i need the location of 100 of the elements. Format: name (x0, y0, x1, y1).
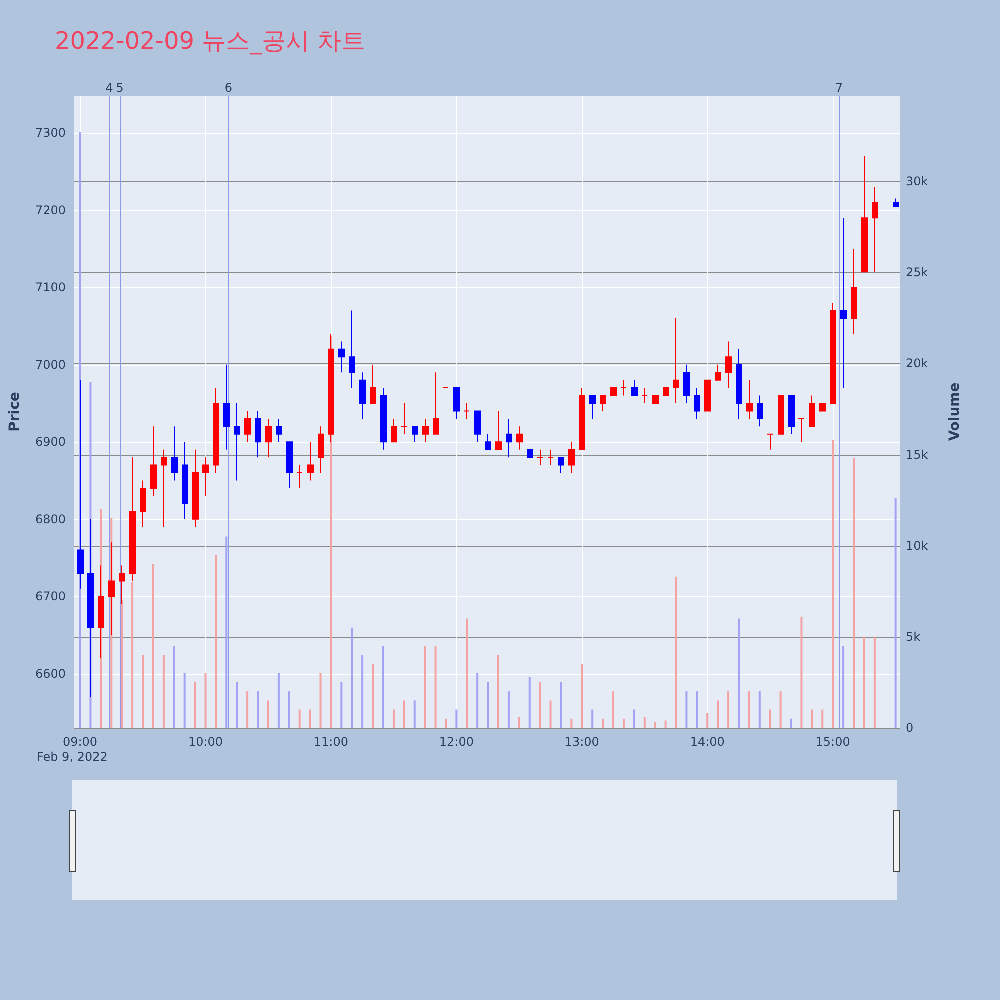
bar (288, 692, 290, 728)
bar (769, 710, 772, 728)
bar (246, 692, 249, 728)
y2-tick-label: 30k (906, 174, 928, 189)
candlestick (485, 434, 491, 450)
y2-tick-label: 10k (906, 538, 928, 553)
candlestick (318, 426, 324, 474)
bar (476, 673, 479, 728)
candlestick (412, 426, 418, 443)
bar (508, 692, 510, 728)
candlestick (401, 403, 408, 435)
candlestick (872, 186, 878, 273)
y-tick-label: 7100 (35, 280, 66, 295)
bar (132, 582, 134, 728)
x-tick-label: 12:00 (439, 735, 474, 749)
candlestick (631, 380, 638, 396)
bar (152, 564, 154, 728)
candlestick (213, 388, 219, 474)
candlestick (579, 388, 585, 450)
bar (633, 710, 636, 728)
candlestick (610, 388, 617, 396)
y-tick-label: 6600 (35, 666, 66, 681)
bar (267, 700, 270, 728)
candlestick (286, 442, 293, 489)
candlestick (171, 426, 178, 482)
candlestick (893, 198, 899, 207)
candlestick (338, 341, 345, 374)
candlestick (683, 364, 690, 404)
candlestick (757, 395, 763, 428)
candlestick (673, 318, 679, 404)
bar (780, 692, 782, 728)
y-tick-label: 7000 (35, 358, 66, 372)
bar (173, 646, 176, 728)
candlestick (589, 395, 596, 420)
bar (362, 655, 364, 728)
bar (758, 692, 761, 728)
candlestick (746, 380, 753, 420)
y-tick-label: 7200 (35, 203, 66, 218)
x-tick-label: 09:00 (62, 735, 98, 749)
bar (309, 710, 312, 728)
bar (706, 713, 709, 728)
candlestick (129, 457, 136, 582)
candlestick (255, 410, 261, 458)
y-axis-title: Price (7, 392, 23, 432)
bar (351, 628, 354, 728)
bar (800, 616, 803, 728)
y-tick-label: 7300 (35, 126, 66, 140)
bar (162, 655, 165, 728)
bar (539, 682, 542, 728)
x-tick-label: 13:00 (564, 735, 600, 749)
chart-title: 2022-02-09 뉴스_공시 차트 (55, 27, 366, 55)
bar (738, 618, 740, 728)
bar (204, 673, 207, 728)
bar (728, 692, 730, 728)
bar (414, 700, 416, 728)
bar (696, 692, 698, 728)
bar (215, 554, 218, 728)
candlestick (851, 248, 857, 334)
bar (298, 710, 301, 728)
bar (382, 646, 384, 728)
bar (528, 677, 531, 728)
candlestick (830, 302, 836, 404)
bar (842, 646, 845, 728)
candlestick (202, 457, 209, 497)
candlestick (453, 388, 460, 420)
bar (372, 664, 374, 728)
bar (581, 664, 584, 728)
candlestick (861, 156, 868, 273)
candlestick (600, 395, 606, 412)
bar (612, 692, 615, 728)
candlestick (223, 364, 230, 450)
candlestick (694, 388, 700, 420)
bar (822, 710, 824, 728)
ref-line-label: 7 (836, 81, 844, 95)
candlestick (715, 364, 721, 381)
candlestick (265, 418, 272, 458)
y2-tick-label: 5k (906, 630, 921, 644)
candlestick (809, 395, 815, 428)
candlestick (140, 480, 146, 528)
bar (487, 682, 490, 728)
y-tick-label: 6700 (35, 590, 66, 604)
candlestick (819, 403, 826, 412)
y-tick-label: 6800 (35, 512, 66, 526)
candlestick (704, 380, 711, 412)
ref-line-label: 5 (116, 81, 124, 95)
candlestick (307, 442, 314, 482)
candlestick (474, 410, 481, 443)
bar (403, 700, 406, 728)
candlestick (234, 403, 240, 482)
candlestick (527, 449, 533, 458)
candlestick (568, 442, 575, 474)
candlestick (244, 410, 251, 443)
candlestick (119, 565, 125, 605)
candlestick (621, 380, 627, 396)
x-tick-label: 11:00 (314, 735, 349, 749)
bar (686, 692, 688, 728)
candlestick (150, 426, 157, 497)
candlestick (516, 426, 523, 450)
candlestick (652, 395, 659, 404)
candlestick (558, 457, 564, 474)
